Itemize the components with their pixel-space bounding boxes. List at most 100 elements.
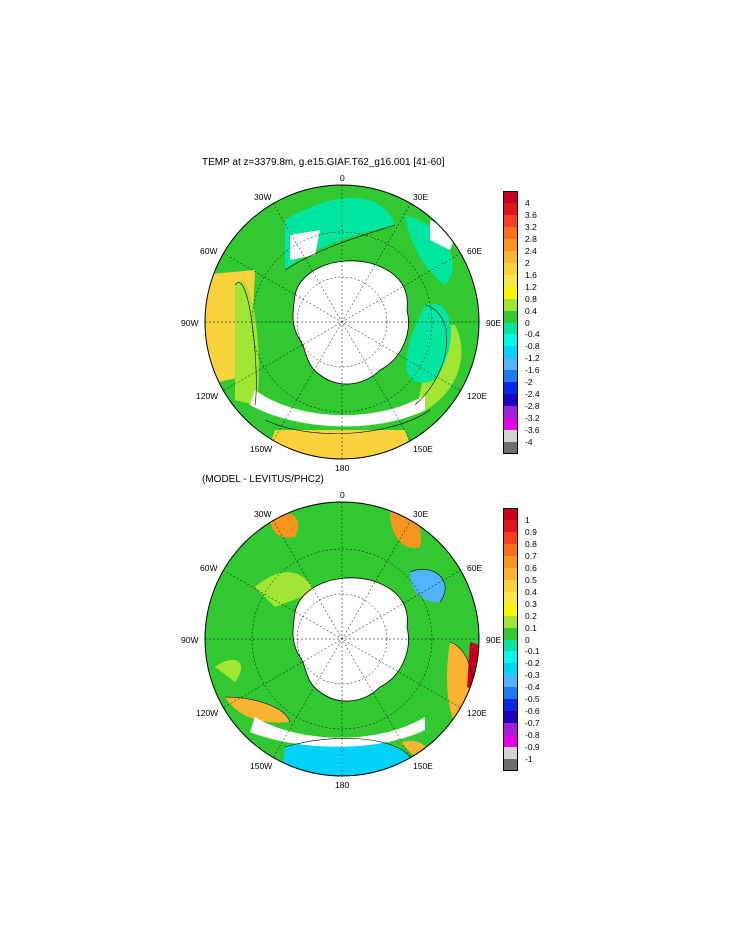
colorbar-label: -0.1 xyxy=(525,646,540,657)
colorbar-label: -0.4 xyxy=(525,329,540,340)
lon-label-60e: 60E xyxy=(467,563,483,573)
colorbar-swatch xyxy=(503,735,518,748)
lon-label-90e: 90E xyxy=(486,318,502,328)
lon-label-120e: 120E xyxy=(467,708,487,718)
colorbar-swatch xyxy=(503,214,518,228)
colorbar-swatch xyxy=(503,747,518,760)
contour xyxy=(224,696,291,723)
map-boundary xyxy=(204,501,480,777)
positive-anomaly xyxy=(255,572,315,607)
lon-label-60w: 60W xyxy=(200,563,218,573)
colorbar-swatch xyxy=(503,191,518,204)
colorbar-swatch xyxy=(503,663,518,676)
colorbar-swatch xyxy=(503,508,518,521)
colorbar-label: -1 xyxy=(525,754,533,765)
lon-label-120w: 120W xyxy=(196,708,219,718)
colorbar-label: 1.2 xyxy=(525,281,537,292)
colorbar-swatch xyxy=(503,442,518,455)
colorbar-label: -2.4 xyxy=(525,389,540,400)
colorbar-swatch xyxy=(503,543,518,557)
colorbar-swatch xyxy=(503,250,518,264)
lon-label-30w: 30W xyxy=(254,192,272,202)
colorbar-label: 4 xyxy=(525,197,530,208)
panel-title: TEMP at z=3379.8m, g.e15.GIAF.T62_g16.00… xyxy=(202,157,445,168)
colorbar-swatch xyxy=(503,531,518,545)
colorbar-label: -0.3 xyxy=(525,670,540,681)
colorbar-swatch xyxy=(503,202,518,216)
lon-label-30e: 30E xyxy=(413,509,429,519)
contour xyxy=(414,304,448,406)
colorbar-swatch xyxy=(503,418,518,431)
lon-label-90w: 90W xyxy=(181,318,199,328)
colorbar-label: 0.5 xyxy=(525,574,537,585)
colorbar-swatch xyxy=(503,555,518,569)
lon-label-90w: 90W xyxy=(181,635,199,645)
colorbar-label: -0.9 xyxy=(525,742,540,753)
colorbar-label: -0.8 xyxy=(525,341,540,352)
colorbar-swatch xyxy=(503,639,518,652)
negative-anomaly xyxy=(410,569,446,603)
colorbar-swatch xyxy=(503,262,518,276)
contour xyxy=(409,569,446,603)
positive-anomaly xyxy=(215,659,242,682)
colorbar-label: -0.6 xyxy=(525,706,540,717)
sea-ice-shelf-ne xyxy=(430,220,457,250)
lon-label-0: 0 xyxy=(340,490,345,500)
polar-map-temperature xyxy=(204,184,480,460)
sea-ice-shelf-south xyxy=(250,390,425,427)
colorbar-label: 1.6 xyxy=(525,269,537,280)
lon-label-150w: 150W xyxy=(250,761,273,771)
panel-title: (MODEL - LEVITUS/PHC2) xyxy=(202,474,324,485)
colorbar-swatch xyxy=(503,370,518,383)
colorbar-label: -3.2 xyxy=(525,413,540,424)
lon-label-150e: 150E xyxy=(413,761,433,771)
colorbar-label: 0.9 xyxy=(525,526,537,537)
colorbar-label: -1.2 xyxy=(525,353,540,364)
colorbar-label: -2.8 xyxy=(525,401,540,412)
colorbar-label: 0.7 xyxy=(525,550,537,561)
colorbar-difference: 1 0.9 0.8 0.7 0.6 0.5 0.4 0.3 0.2 0.1 0 -0.1 -0.2 -0.… xyxy=(503,508,573,772)
colorbar-label: 1 xyxy=(525,514,530,525)
colorbar-swatch xyxy=(503,687,518,700)
colorbar-label: -3.6 xyxy=(525,425,540,436)
polar-map-difference xyxy=(204,501,480,777)
sea-ice-shelf-north xyxy=(290,230,320,260)
colorbar-label: 2.4 xyxy=(525,245,537,256)
warm-band-south xyxy=(265,430,415,459)
colorbar-label: 0.2 xyxy=(525,610,537,621)
colorbar-swatch xyxy=(503,711,518,724)
contour xyxy=(284,224,396,271)
lon-label-180: 180 xyxy=(335,780,350,790)
lon-label-30w: 30W xyxy=(254,509,272,519)
colorbar-swatch xyxy=(503,723,518,736)
colorbar-swatch xyxy=(503,226,518,240)
lon-label-150e: 150E xyxy=(413,444,433,454)
lon-label-30e: 30E xyxy=(413,192,429,202)
colorbar-label: -4 xyxy=(525,437,533,448)
colorbar-label: 0.6 xyxy=(525,562,537,573)
lon-label-180: 180 xyxy=(335,463,350,473)
colorbar-label: 2.8 xyxy=(525,233,537,244)
colorbar-label: -0.8 xyxy=(525,730,540,741)
sea-ice-shelf xyxy=(250,717,425,747)
colorbar-label: 0.8 xyxy=(525,293,537,304)
colorbar-swatch xyxy=(503,675,518,688)
lon-label-150w: 150W xyxy=(250,444,273,454)
colorbar-swatch xyxy=(503,346,518,359)
colorbar-label: 0 xyxy=(525,317,530,328)
colorbar-swatch xyxy=(503,394,518,407)
panel-temperature: TEMP at z=3379.8m, g.e15.GIAF.T62_g16.00… xyxy=(0,150,733,473)
colorbar-label: -2 xyxy=(525,377,533,388)
colorbar-swatch xyxy=(503,615,518,629)
colorbar-swatch xyxy=(503,699,518,712)
colorbar-swatch xyxy=(503,310,518,323)
colorbar-swatch xyxy=(503,406,518,419)
antarctica xyxy=(292,577,409,702)
lon-label-60w: 60W xyxy=(200,246,218,256)
colorbar-swatch xyxy=(503,579,518,593)
warm-anomaly xyxy=(270,513,299,538)
colorbar-swatch xyxy=(503,238,518,252)
colorbar-swatch xyxy=(503,567,518,581)
colorbar-label: 3.6 xyxy=(525,209,537,220)
colorbar-swatch xyxy=(503,627,518,640)
